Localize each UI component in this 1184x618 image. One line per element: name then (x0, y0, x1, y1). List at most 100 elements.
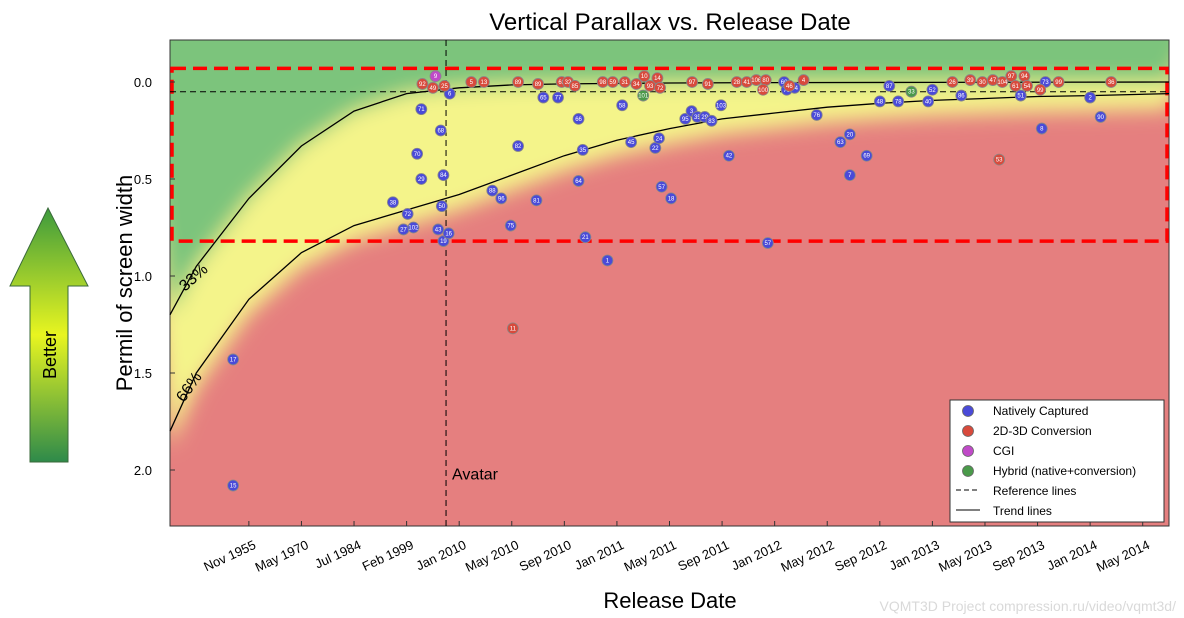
data-point-label: 92 (419, 82, 426, 88)
data-point-label: 76 (813, 113, 820, 119)
data-point-marker (883, 79, 896, 92)
data-point-label: 29 (701, 115, 708, 121)
data-point-label: 86 (958, 94, 965, 100)
data-point: 85 (568, 79, 581, 92)
data-point-marker (665, 192, 677, 205)
data-point: 49 (426, 81, 439, 94)
data-point-marker (653, 132, 665, 145)
data-point-label: 95 (682, 117, 689, 123)
y-tick-label: 2.0 (134, 463, 152, 478)
y-axis-ticks: 0.0 0.5 1.0 1.5 2.0 (134, 75, 175, 478)
data-point-label: 96 (498, 196, 505, 202)
data-point-label: 32 (565, 80, 572, 86)
data-point: 59 (606, 76, 619, 88)
avatar-annotation: Avatar (452, 467, 499, 484)
data-point-marker (834, 136, 847, 149)
data-point-label: 9 (434, 74, 438, 80)
data-point-label: 20 (847, 132, 854, 138)
data-point: 77 (552, 91, 564, 104)
data-point-label: 40 (925, 99, 932, 105)
data-point: 88 (486, 184, 499, 197)
legend-item-cgi: CGI (993, 444, 1014, 458)
data-point: 78 (892, 95, 905, 108)
data-point: 1 (601, 254, 614, 267)
data-point: 25 (438, 79, 451, 92)
x-tick-label: Jan 2010 (414, 537, 469, 573)
data-point-marker (655, 180, 668, 193)
data-point-label: 43 (435, 227, 442, 233)
data-point: 31 (618, 76, 631, 88)
data-point: 8 (1035, 122, 1048, 135)
data-point-label: 34 (633, 82, 640, 88)
data-point-label: 58 (619, 103, 626, 109)
data-point-label: 82 (515, 144, 522, 150)
data-point-label: 18 (668, 196, 675, 202)
data-point-label: 24 (656, 136, 663, 142)
data-point-marker (429, 70, 442, 83)
data-point-label: 35 (579, 148, 586, 154)
data-point-marker (1094, 111, 1107, 123)
y-tick-label: 0.0 (134, 75, 152, 90)
data-point: 5 (465, 76, 478, 88)
data-point: 84 (437, 169, 450, 182)
data-point-marker (401, 208, 414, 220)
data-point: 39 (964, 74, 977, 86)
data-point-label: 5 (470, 80, 474, 86)
data-point: 24 (653, 132, 665, 145)
data-point-marker (415, 173, 428, 185)
data-point-marker (1005, 70, 1018, 83)
data-point-label: 93 (647, 84, 654, 90)
data-point-marker (411, 147, 424, 160)
legend: Natively Captured 2D-3D Conversion CGI H… (949, 399, 1165, 523)
data-point-marker (654, 81, 666, 94)
data-point: 82 (512, 140, 524, 152)
data-point-marker (1035, 122, 1048, 135)
data-point-marker (625, 136, 638, 149)
data-point-label: 22 (652, 146, 659, 152)
data-point: 30 (976, 76, 989, 88)
data-point: 98 (596, 76, 609, 88)
data-point: 52 (926, 83, 939, 96)
data-point: 58 (616, 99, 629, 112)
data-point-marker (618, 76, 631, 88)
data-point-label: 47 (990, 78, 997, 84)
data-point-label: 70 (414, 152, 421, 158)
data-point-label: 28 (733, 80, 740, 86)
x-tick-label: Nov 1955 (201, 537, 258, 574)
data-point-label: 57 (658, 185, 665, 191)
data-point-marker (797, 74, 810, 86)
legend-item-trend: Trend lines (993, 504, 1052, 518)
data-point-label: 26 (949, 80, 956, 86)
data-point: 97 (1005, 70, 1018, 83)
data-point-label: 87 (886, 84, 893, 90)
data-point: 38 (387, 196, 399, 209)
data-point-label: 103 (716, 103, 727, 109)
data-point-label: 33 (908, 90, 915, 96)
data-point-marker (761, 237, 774, 249)
data-point-label: 68 (437, 129, 444, 135)
data-point-label: 25 (441, 84, 448, 90)
data-point: 76 (810, 109, 823, 121)
data-point-label: 57 (764, 241, 771, 247)
data-point-marker (606, 76, 619, 88)
data-point-label: 81 (533, 198, 540, 204)
data-point-label: 77 (555, 96, 562, 102)
data-point-label: 49 (430, 86, 437, 92)
data-point-label: 3 (690, 109, 694, 115)
data-point-label: 88 (489, 189, 496, 195)
background-yellow-band (170, 40, 1169, 447)
data-point-label: 65 (540, 96, 547, 102)
legend-marker-cgi (962, 445, 974, 457)
data-point-marker (552, 91, 564, 104)
data-point-marker (630, 78, 643, 90)
data-point: 50 (435, 200, 448, 213)
data-point: 34 (630, 78, 643, 90)
data-point: 91 (701, 78, 714, 90)
data-point-label: 99 (1037, 88, 1044, 94)
data-point-label: 11 (510, 326, 517, 332)
data-point-label: 7 (848, 173, 852, 179)
data-point-marker (860, 149, 873, 162)
trend-line-66 (169, 92, 1170, 432)
data-point-label: 71 (418, 107, 425, 113)
